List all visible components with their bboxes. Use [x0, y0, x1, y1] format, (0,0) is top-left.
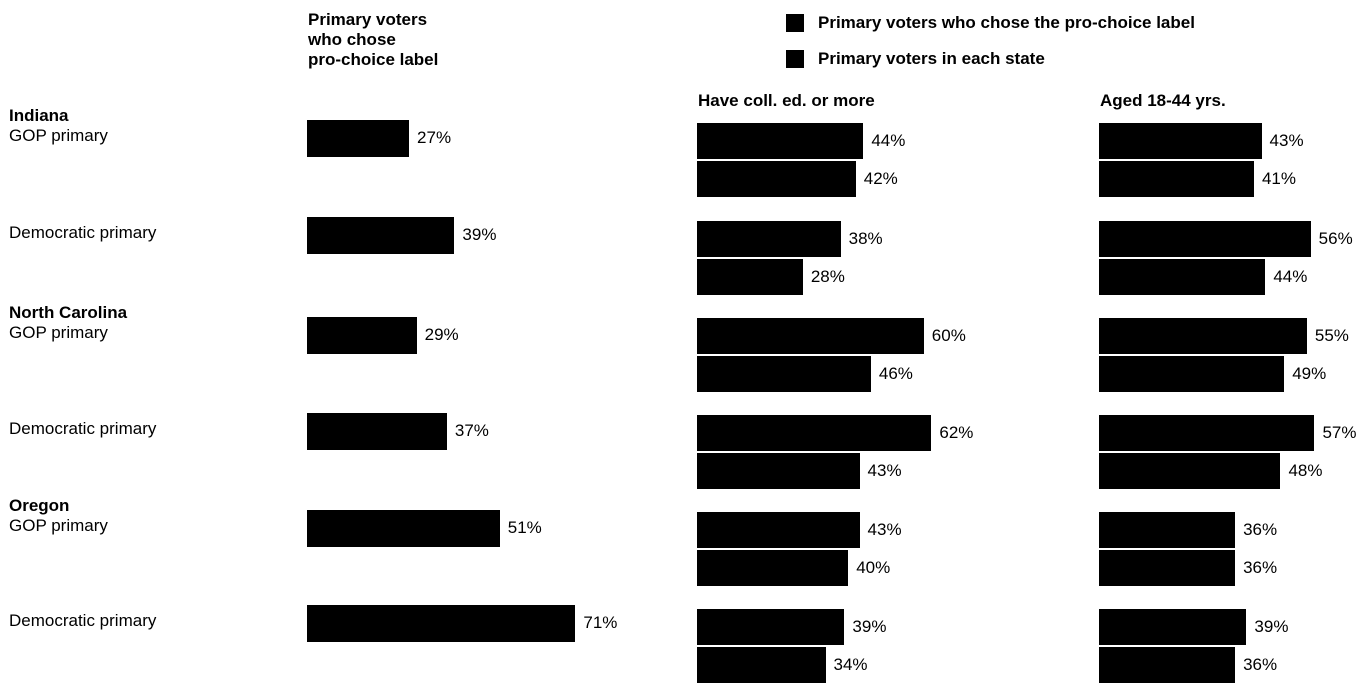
row-state-label: Indiana — [9, 106, 69, 126]
college-educated-pro-choice-value-label: 44% — [871, 131, 905, 151]
row-category-label: GOP primary — [9, 516, 108, 536]
aged-18-44-all-voters-bar — [1099, 259, 1265, 295]
panel-title-age: Aged 18-44 yrs. — [1100, 91, 1226, 111]
college-educated-pro-choice-bar — [697, 415, 931, 451]
college-educated-all-voters-value-label: 46% — [879, 364, 913, 384]
panel-title-college: Have coll. ed. or more — [698, 91, 875, 111]
left-panel-title-line-3: pro-choice label — [308, 50, 438, 70]
aged-18-44-all-voters-value-label: 44% — [1273, 267, 1307, 287]
aged-18-44-all-voters-bar — [1099, 356, 1284, 392]
row-category-label: GOP primary — [9, 126, 108, 146]
college-educated-pro-choice-value-label: 39% — [852, 617, 886, 637]
legend-swatch-1 — [786, 14, 804, 32]
pro-choice-share-value-label: 29% — [425, 325, 459, 345]
left-panel-title-line-2: who chose — [308, 30, 438, 50]
college-educated-all-voters-bar — [697, 161, 856, 197]
pro-choice-share-value-label: 27% — [417, 128, 451, 148]
college-educated-all-voters-value-label: 42% — [864, 169, 898, 189]
aged-18-44-all-voters-bar — [1099, 453, 1280, 489]
aged-18-44-pro-choice-bar — [1099, 609, 1246, 645]
college-educated-all-voters-value-label: 28% — [811, 267, 845, 287]
college-educated-all-voters-value-label: 40% — [856, 558, 890, 578]
left-panel-title: Primary voters who chose pro-choice labe… — [308, 10, 438, 70]
aged-18-44-all-voters-bar — [1099, 647, 1235, 683]
row-category-label: GOP primary — [9, 323, 108, 343]
college-educated-pro-choice-bar — [697, 221, 841, 257]
college-educated-pro-choice-value-label: 60% — [932, 326, 966, 346]
pro-choice-share-value-label: 71% — [583, 613, 617, 633]
legend-item-1: Primary voters who chose the pro-choice … — [786, 10, 1195, 36]
aged-18-44-all-voters-value-label: 49% — [1292, 364, 1326, 384]
college-educated-pro-choice-bar — [697, 318, 924, 354]
row-category-label: Democratic primary — [9, 223, 156, 243]
legend-label-2: Primary voters in each state — [818, 49, 1045, 69]
aged-18-44-all-voters-value-label: 36% — [1243, 558, 1277, 578]
aged-18-44-pro-choice-bar — [1099, 221, 1311, 257]
aged-18-44-all-voters-bar — [1099, 550, 1235, 586]
college-educated-all-voters-bar — [697, 647, 826, 683]
aged-18-44-pro-choice-value-label: 36% — [1243, 520, 1277, 540]
row-category-label: Democratic primary — [9, 419, 156, 439]
pro-choice-share-bar — [307, 413, 447, 450]
college-educated-all-voters-bar — [697, 453, 860, 489]
college-educated-all-voters-bar — [697, 550, 848, 586]
aged-18-44-all-voters-bar — [1099, 161, 1254, 197]
row-category-label: Democratic primary — [9, 611, 156, 631]
aged-18-44-pro-choice-bar — [1099, 512, 1235, 548]
pro-choice-share-bar — [307, 510, 500, 547]
aged-18-44-pro-choice-value-label: 56% — [1319, 229, 1353, 249]
row-state-label: Oregon — [9, 496, 69, 516]
legend-item-2: Primary voters in each state — [786, 46, 1195, 72]
college-educated-all-voters-value-label: 34% — [834, 655, 868, 675]
aged-18-44-pro-choice-bar — [1099, 123, 1262, 159]
legend-swatch-2 — [786, 50, 804, 68]
pro-choice-share-value-label: 51% — [508, 518, 542, 538]
college-educated-pro-choice-value-label: 43% — [868, 520, 902, 540]
legend-label-1: Primary voters who chose the pro-choice … — [818, 13, 1195, 33]
row-state-label: North Carolina — [9, 303, 127, 323]
pro-choice-share-bar — [307, 120, 409, 157]
left-panel-title-line-1: Primary voters — [308, 10, 438, 30]
pro-choice-share-bar — [307, 605, 575, 642]
pro-choice-share-bar — [307, 217, 454, 254]
college-educated-pro-choice-value-label: 62% — [939, 423, 973, 443]
aged-18-44-pro-choice-value-label: 43% — [1270, 131, 1304, 151]
pro-choice-share-value-label: 39% — [462, 225, 496, 245]
college-educated-pro-choice-bar — [697, 609, 844, 645]
college-educated-pro-choice-bar — [697, 512, 860, 548]
aged-18-44-pro-choice-bar — [1099, 415, 1314, 451]
college-educated-all-voters-value-label: 43% — [868, 461, 902, 481]
pro-choice-share-value-label: 37% — [455, 421, 489, 441]
pro-choice-share-bar — [307, 317, 417, 354]
aged-18-44-pro-choice-value-label: 39% — [1254, 617, 1288, 637]
aged-18-44-all-voters-value-label: 48% — [1288, 461, 1322, 481]
college-educated-all-voters-bar — [697, 356, 871, 392]
aged-18-44-pro-choice-bar — [1099, 318, 1307, 354]
aged-18-44-all-voters-value-label: 36% — [1243, 655, 1277, 675]
legend: Primary voters who chose the pro-choice … — [786, 10, 1195, 72]
college-educated-all-voters-bar — [697, 259, 803, 295]
aged-18-44-all-voters-value-label: 41% — [1262, 169, 1296, 189]
aged-18-44-pro-choice-value-label: 55% — [1315, 326, 1349, 346]
college-educated-pro-choice-bar — [697, 123, 863, 159]
college-educated-pro-choice-value-label: 38% — [849, 229, 883, 249]
aged-18-44-pro-choice-value-label: 57% — [1322, 423, 1356, 443]
